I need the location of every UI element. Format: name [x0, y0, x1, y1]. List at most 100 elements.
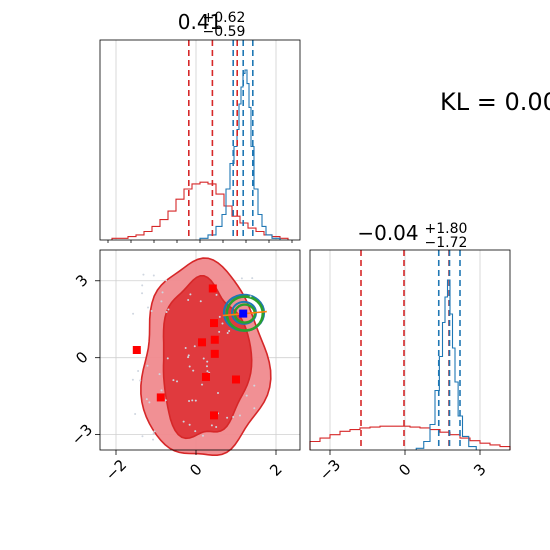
right-marginal-title: −0.04 — [357, 221, 418, 245]
joint-faint-point — [245, 394, 248, 397]
top-marginal-title-main: 0.41 — [178, 10, 223, 34]
right-marginal-panel: −3 0 3 −0.04 +1.80 −1.72 — [309, 221, 511, 484]
joint-faint-point — [205, 365, 208, 368]
red-marker-5 — [202, 372, 210, 381]
joint-faint-point — [132, 312, 135, 315]
joint-faint-point — [150, 309, 153, 312]
red-marker-6 — [232, 375, 240, 384]
joint-faint-point — [184, 347, 187, 350]
joint-faint-point — [210, 424, 213, 427]
joint-faint-point — [167, 308, 170, 311]
joint-faint-point — [131, 378, 134, 381]
joint-points — [131, 273, 256, 441]
right-marginal-series — [309, 279, 511, 450]
joint-faint-point — [160, 389, 163, 392]
joint-faint-point — [189, 293, 192, 296]
joint-faint-point — [206, 370, 209, 373]
joint-xtick-label-0: −2 — [102, 456, 130, 484]
joint-faint-point — [141, 435, 144, 438]
joint-faint-point — [187, 299, 190, 302]
right-series-1 — [415, 279, 477, 450]
right-marginal-title-main: −0.04 — [357, 221, 418, 245]
joint-faint-point — [134, 413, 137, 416]
joint-panel: −2 0 2 −3 0 3 — [68, 249, 301, 484]
top-marginal-title-sub: −0.59 — [203, 24, 246, 40]
right-marginal-title-sup: +1.80 — [425, 221, 468, 237]
green-contour-outer — [225, 295, 265, 332]
right-xtick-label-1: 0 — [395, 460, 414, 479]
joint-faint-point — [172, 379, 175, 382]
joint-faint-point — [145, 398, 148, 401]
blue-marker — [239, 309, 248, 318]
joint-faint-point — [158, 373, 161, 376]
red-marker-1 — [210, 319, 218, 328]
joint-faint-point — [166, 357, 169, 360]
joint-faint-point — [221, 322, 224, 325]
right-xtick-label-0: −3 — [316, 456, 344, 484]
joint-faint-point — [202, 357, 205, 360]
joint-faint-point — [152, 438, 155, 441]
top-marginal-title-sup: +0.62 — [203, 10, 246, 26]
joint-faint-point — [164, 399, 167, 402]
joint-faint-point — [216, 391, 219, 394]
joint-faint-point — [141, 292, 144, 295]
top-series-0 — [111, 181, 289, 240]
red-marker-7 — [210, 411, 218, 420]
joint-ytick-label-2: 3 — [72, 271, 91, 290]
joint-faint-point — [139, 379, 142, 382]
right-series-0 — [309, 425, 511, 450]
joint-faint-point — [165, 310, 168, 313]
joint-contours — [140, 257, 272, 456]
joint-faint-point — [215, 293, 218, 296]
joint-faint-point — [142, 273, 145, 276]
red-marker-2 — [210, 335, 219, 344]
joint-xtick-label-2: 2 — [266, 460, 285, 479]
joint-faint-point — [251, 277, 254, 280]
joint-faint-point — [199, 300, 202, 303]
joint-faint-point — [253, 384, 256, 387]
joint-faint-point — [188, 399, 191, 402]
joint-faint-point — [187, 356, 190, 359]
right-marginal-grid — [329, 250, 481, 450]
joint-faint-point — [226, 416, 229, 419]
joint-faint-point — [232, 415, 235, 418]
red-marker-3 — [198, 338, 206, 347]
joint-faint-point — [201, 383, 204, 386]
joint-faint-point — [152, 274, 155, 277]
joint-faint-point — [218, 330, 221, 333]
joint-faint-point — [188, 423, 191, 426]
right-marginal-frame — [309, 249, 511, 451]
joint-faint-point — [253, 407, 256, 410]
joint-faint-point — [152, 432, 155, 435]
joint-faint-point — [187, 354, 190, 357]
joint-faint-point — [176, 380, 179, 383]
red-marker-4 — [210, 349, 219, 358]
green-contour-inner — [233, 303, 257, 324]
joint-faint-point — [191, 399, 194, 402]
joint-faint-point — [146, 364, 149, 367]
kl-label: KL = 0.00 — [440, 88, 550, 116]
joint-faint-point — [147, 306, 150, 309]
joint-faint-point — [192, 369, 195, 372]
red-marker-9 — [132, 346, 141, 354]
right-marginal-ticks: −3 0 3 — [316, 450, 490, 484]
joint-ytick-label-0: −3 — [68, 420, 96, 448]
joint-faint-point — [218, 315, 221, 318]
joint-faint-point — [240, 277, 243, 280]
joint-faint-point — [194, 430, 197, 433]
joint-faint-point — [206, 360, 209, 363]
joint-faint-point — [215, 425, 218, 428]
joint-frame — [99, 249, 301, 451]
joint-faint-point — [238, 414, 241, 417]
red-marker-8 — [156, 393, 165, 402]
top-marginal-ticks — [107, 240, 293, 243]
joint-faint-point — [201, 434, 204, 437]
joint-faint-point — [188, 365, 191, 368]
top-marginal-title: 0.41 — [178, 10, 223, 34]
joint-faint-point — [141, 284, 144, 287]
joint-ytick-label-1: 0 — [72, 348, 91, 367]
joint-faint-point — [228, 329, 231, 332]
joint-faint-point — [226, 332, 229, 335]
top-marginal-quantile-lines — [188, 40, 254, 240]
